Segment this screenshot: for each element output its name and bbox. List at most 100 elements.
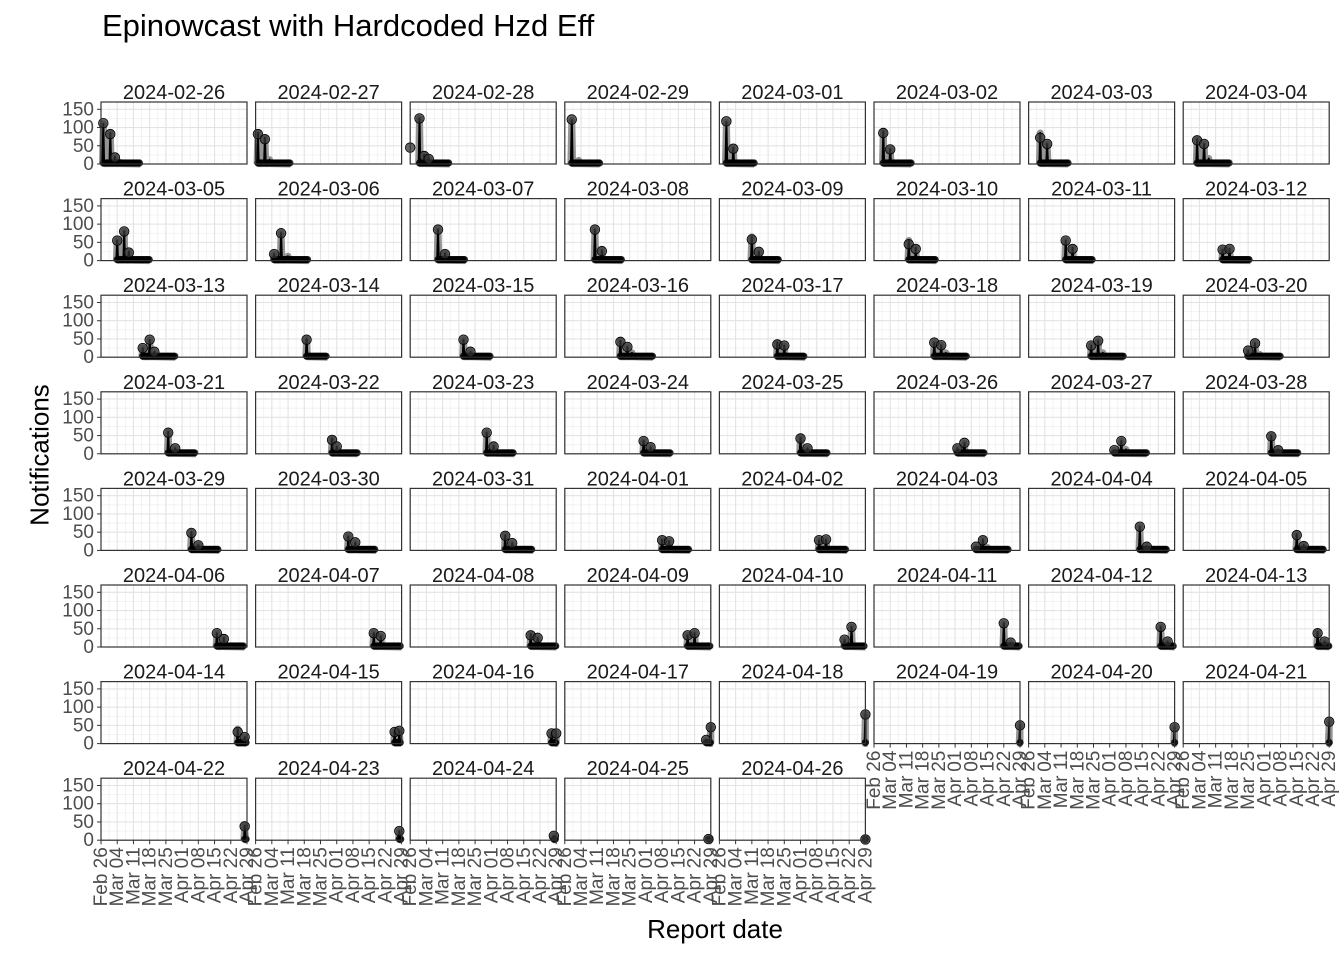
observation-point: [1319, 636, 1330, 647]
y-tick-label: 50: [73, 619, 94, 640]
observation-point: [638, 435, 649, 447]
observation-point: [397, 835, 405, 843]
facet-strip-label: 2024-03-03: [1050, 82, 1152, 104]
observation-point: [169, 443, 181, 454]
facet-strip-label: 2024-04-15: [277, 662, 379, 684]
facet-strip-label: 2024-03-17: [741, 275, 843, 297]
x-tick-label: Apr 15: [1132, 751, 1153, 807]
observation-point: [885, 144, 896, 155]
facet-panel: 2024-03-20: [1182, 275, 1330, 361]
panel-border: [1182, 391, 1330, 455]
x-tick-label: Mar 04: [107, 847, 128, 907]
observation-point: [460, 256, 469, 264]
x-tick-label: Apr 29: [1319, 751, 1340, 807]
y-tick-label: 150: [62, 196, 94, 217]
facet-strip-label: 2024-03-07: [432, 179, 534, 201]
panel-border: [564, 680, 712, 745]
facet-strip-label: 2024-03-22: [277, 372, 379, 394]
panel-border: [564, 294, 712, 358]
observation-point: [353, 449, 361, 457]
observation-point: [112, 235, 123, 246]
facet-strip-label: 2024-03-29: [123, 468, 225, 490]
observation-point: [1242, 345, 1254, 356]
x-tick-label: Mar 11: [742, 847, 763, 905]
facet-strip-label: 2024-04-04: [1050, 468, 1152, 490]
facet-strip-label: 2024-04-10: [741, 565, 843, 587]
observation-point: [977, 534, 989, 546]
x-tick-label: Apr 22: [221, 847, 242, 903]
panel-border: [1027, 680, 1176, 745]
observation-point: [509, 449, 517, 457]
facet-strip-label: 2024-04-05: [1205, 468, 1307, 490]
facet-panel: 2024-03-23: [409, 372, 557, 458]
x-axis-label: Report date: [647, 914, 783, 944]
facet-panel: 2024-02-27: [252, 82, 403, 168]
observation-point: [820, 534, 832, 545]
panel-border: [718, 391, 867, 455]
panel-border: [1182, 680, 1330, 745]
observation-point: [703, 833, 714, 845]
x-tick-label: Mar 18: [1067, 751, 1088, 810]
observation-point: [684, 545, 693, 554]
facet-panel: 2024-03-14: [255, 275, 403, 361]
facet-panel: 2024-04-11: [873, 565, 1023, 651]
x-tick-label: Apr 15: [514, 847, 535, 903]
observation-point: [666, 449, 674, 457]
facet-strip-label: 2024-03-02: [896, 82, 998, 104]
x-tick-label: Apr 29: [855, 847, 876, 903]
observation-point: [1245, 256, 1253, 264]
x-tick-label: Apr 15: [978, 751, 999, 807]
observation-point: [962, 352, 970, 360]
facet-strip-label: 2024-04-24: [432, 758, 534, 780]
observation-point: [396, 739, 404, 747]
facet-panel: 2024-03-28: [1182, 372, 1330, 458]
x-tick-label: Apr 22: [839, 847, 860, 903]
observation-point: [589, 224, 601, 235]
observation-point: [239, 731, 250, 743]
observation-point: [1088, 256, 1096, 264]
observation-point: [860, 642, 868, 650]
panel-border: [255, 584, 403, 648]
x-tick-label: Apr 01: [481, 847, 502, 903]
facet-panel: 2024-02-28: [405, 82, 557, 168]
panel-border: [100, 680, 248, 745]
observation-point: [232, 726, 243, 738]
panel-border: [255, 777, 403, 841]
observation-point: [846, 621, 857, 633]
panel-border: [718, 777, 867, 841]
facet-panel: 2024-03-11: [1027, 179, 1176, 265]
observation-point: [259, 133, 271, 145]
observation-point: [596, 245, 608, 257]
facet-strip-label: 2024-04-19: [896, 662, 998, 684]
facet-panel: 2024-04-05: [1182, 468, 1330, 554]
observation-point: [394, 725, 405, 737]
facet-strip-label: 2024-02-29: [587, 82, 689, 104]
observation-point: [970, 541, 982, 552]
facet-panel: 2024-03-30: [255, 468, 403, 554]
facet-strip-label: 2024-03-23: [432, 372, 534, 394]
facet-strip-label: 2024-04-26: [741, 758, 843, 780]
facet-strip-label: 2024-04-22: [123, 758, 225, 780]
observation-point: [242, 835, 250, 843]
observation-point: [239, 821, 250, 832]
observation-point: [800, 352, 808, 360]
panel-border: [564, 487, 712, 551]
facet-strip-label: 2024-03-19: [1050, 275, 1152, 297]
facet-strip-label: 2024-03-18: [896, 275, 998, 297]
y-tick-label: 0: [83, 347, 94, 368]
x-tick-label: Feb 26: [91, 847, 112, 906]
observation-point: [779, 340, 790, 351]
observation-point: [617, 256, 625, 264]
observation-point: [1266, 431, 1277, 442]
facet-panel: 2024-04-01: [564, 468, 712, 554]
y-tick-label: 150: [62, 486, 94, 507]
observation-point: [145, 256, 153, 264]
facet-strip-label: 2024-03-05: [123, 179, 225, 201]
